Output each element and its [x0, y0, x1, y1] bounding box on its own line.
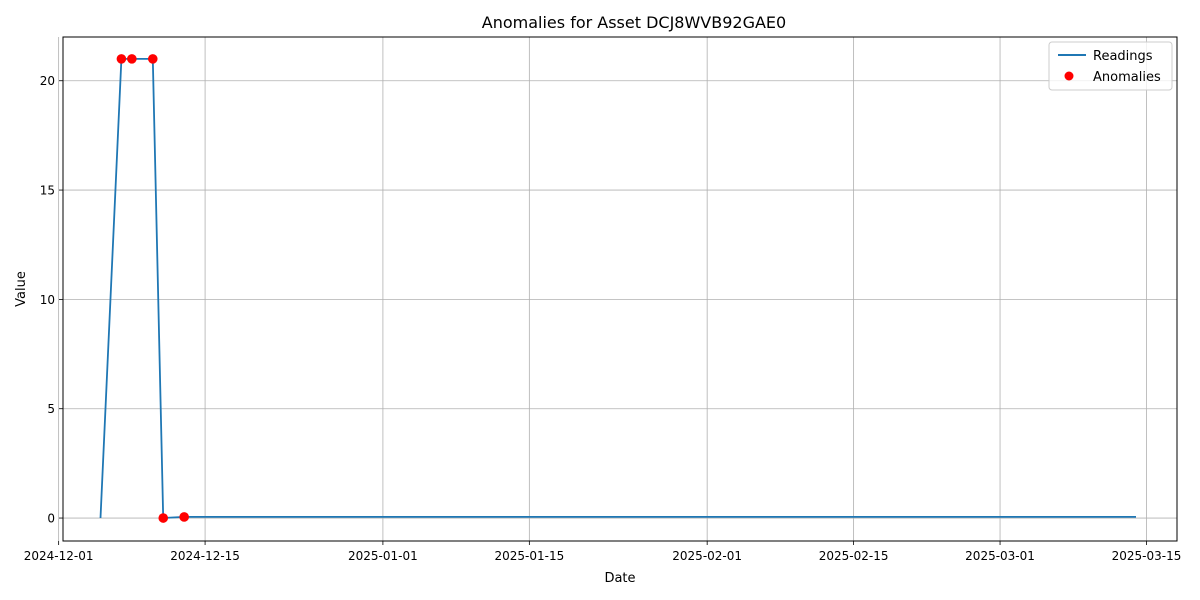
y-axis-ticks: 0 5 10 15 20	[40, 74, 63, 526]
anomaly-point	[158, 513, 169, 523]
x-axis-ticks: 2024-12-01 2024-12-15 2025-01-01 2025-01-15…	[24, 541, 1182, 563]
anomaly-point	[179, 512, 189, 522]
x-tick-label: 2025-01-15	[494, 549, 564, 563]
grid	[58, 37, 1177, 541]
x-tick-label: 2025-02-01	[672, 549, 742, 563]
readings-line	[99, 58, 1136, 519]
legend-anomalies-label: Anomalies	[1093, 70, 1161, 85]
y-tick-label: 5	[47, 402, 55, 416]
y-tick-label: 15	[40, 184, 55, 198]
legend: Readings Anomalies	[1048, 41, 1173, 91]
y-tick-label: 20	[40, 74, 55, 88]
anomaly-points-layer	[116, 54, 189, 523]
anomaly-point	[116, 54, 127, 64]
x-tick-label: 2025-03-15	[1112, 549, 1182, 563]
anomaly-point	[147, 54, 158, 64]
legend-readings-label: Readings	[1093, 49, 1153, 64]
plot-frame	[62, 36, 1178, 542]
y-tick-label: 10	[40, 293, 55, 307]
readings-line-layer	[99, 58, 1136, 519]
x-tick-label: 2024-12-01	[24, 549, 94, 563]
x-tick-label: 2025-01-01	[348, 549, 418, 563]
x-axis-label: Date	[604, 571, 635, 586]
chart-title: Anomalies for Asset DCJ8WVB92GAE0	[482, 13, 786, 32]
anomaly-point	[127, 54, 137, 64]
x-tick-label: 2025-02-15	[819, 549, 889, 563]
y-tick-label: 0	[47, 512, 55, 526]
x-tick-label: 2024-12-15	[170, 549, 240, 563]
x-tick-label: 2025-03-01	[965, 549, 1035, 563]
y-axis-label: Value	[14, 271, 29, 307]
legend-anomalies-swatch	[1064, 71, 1074, 81]
